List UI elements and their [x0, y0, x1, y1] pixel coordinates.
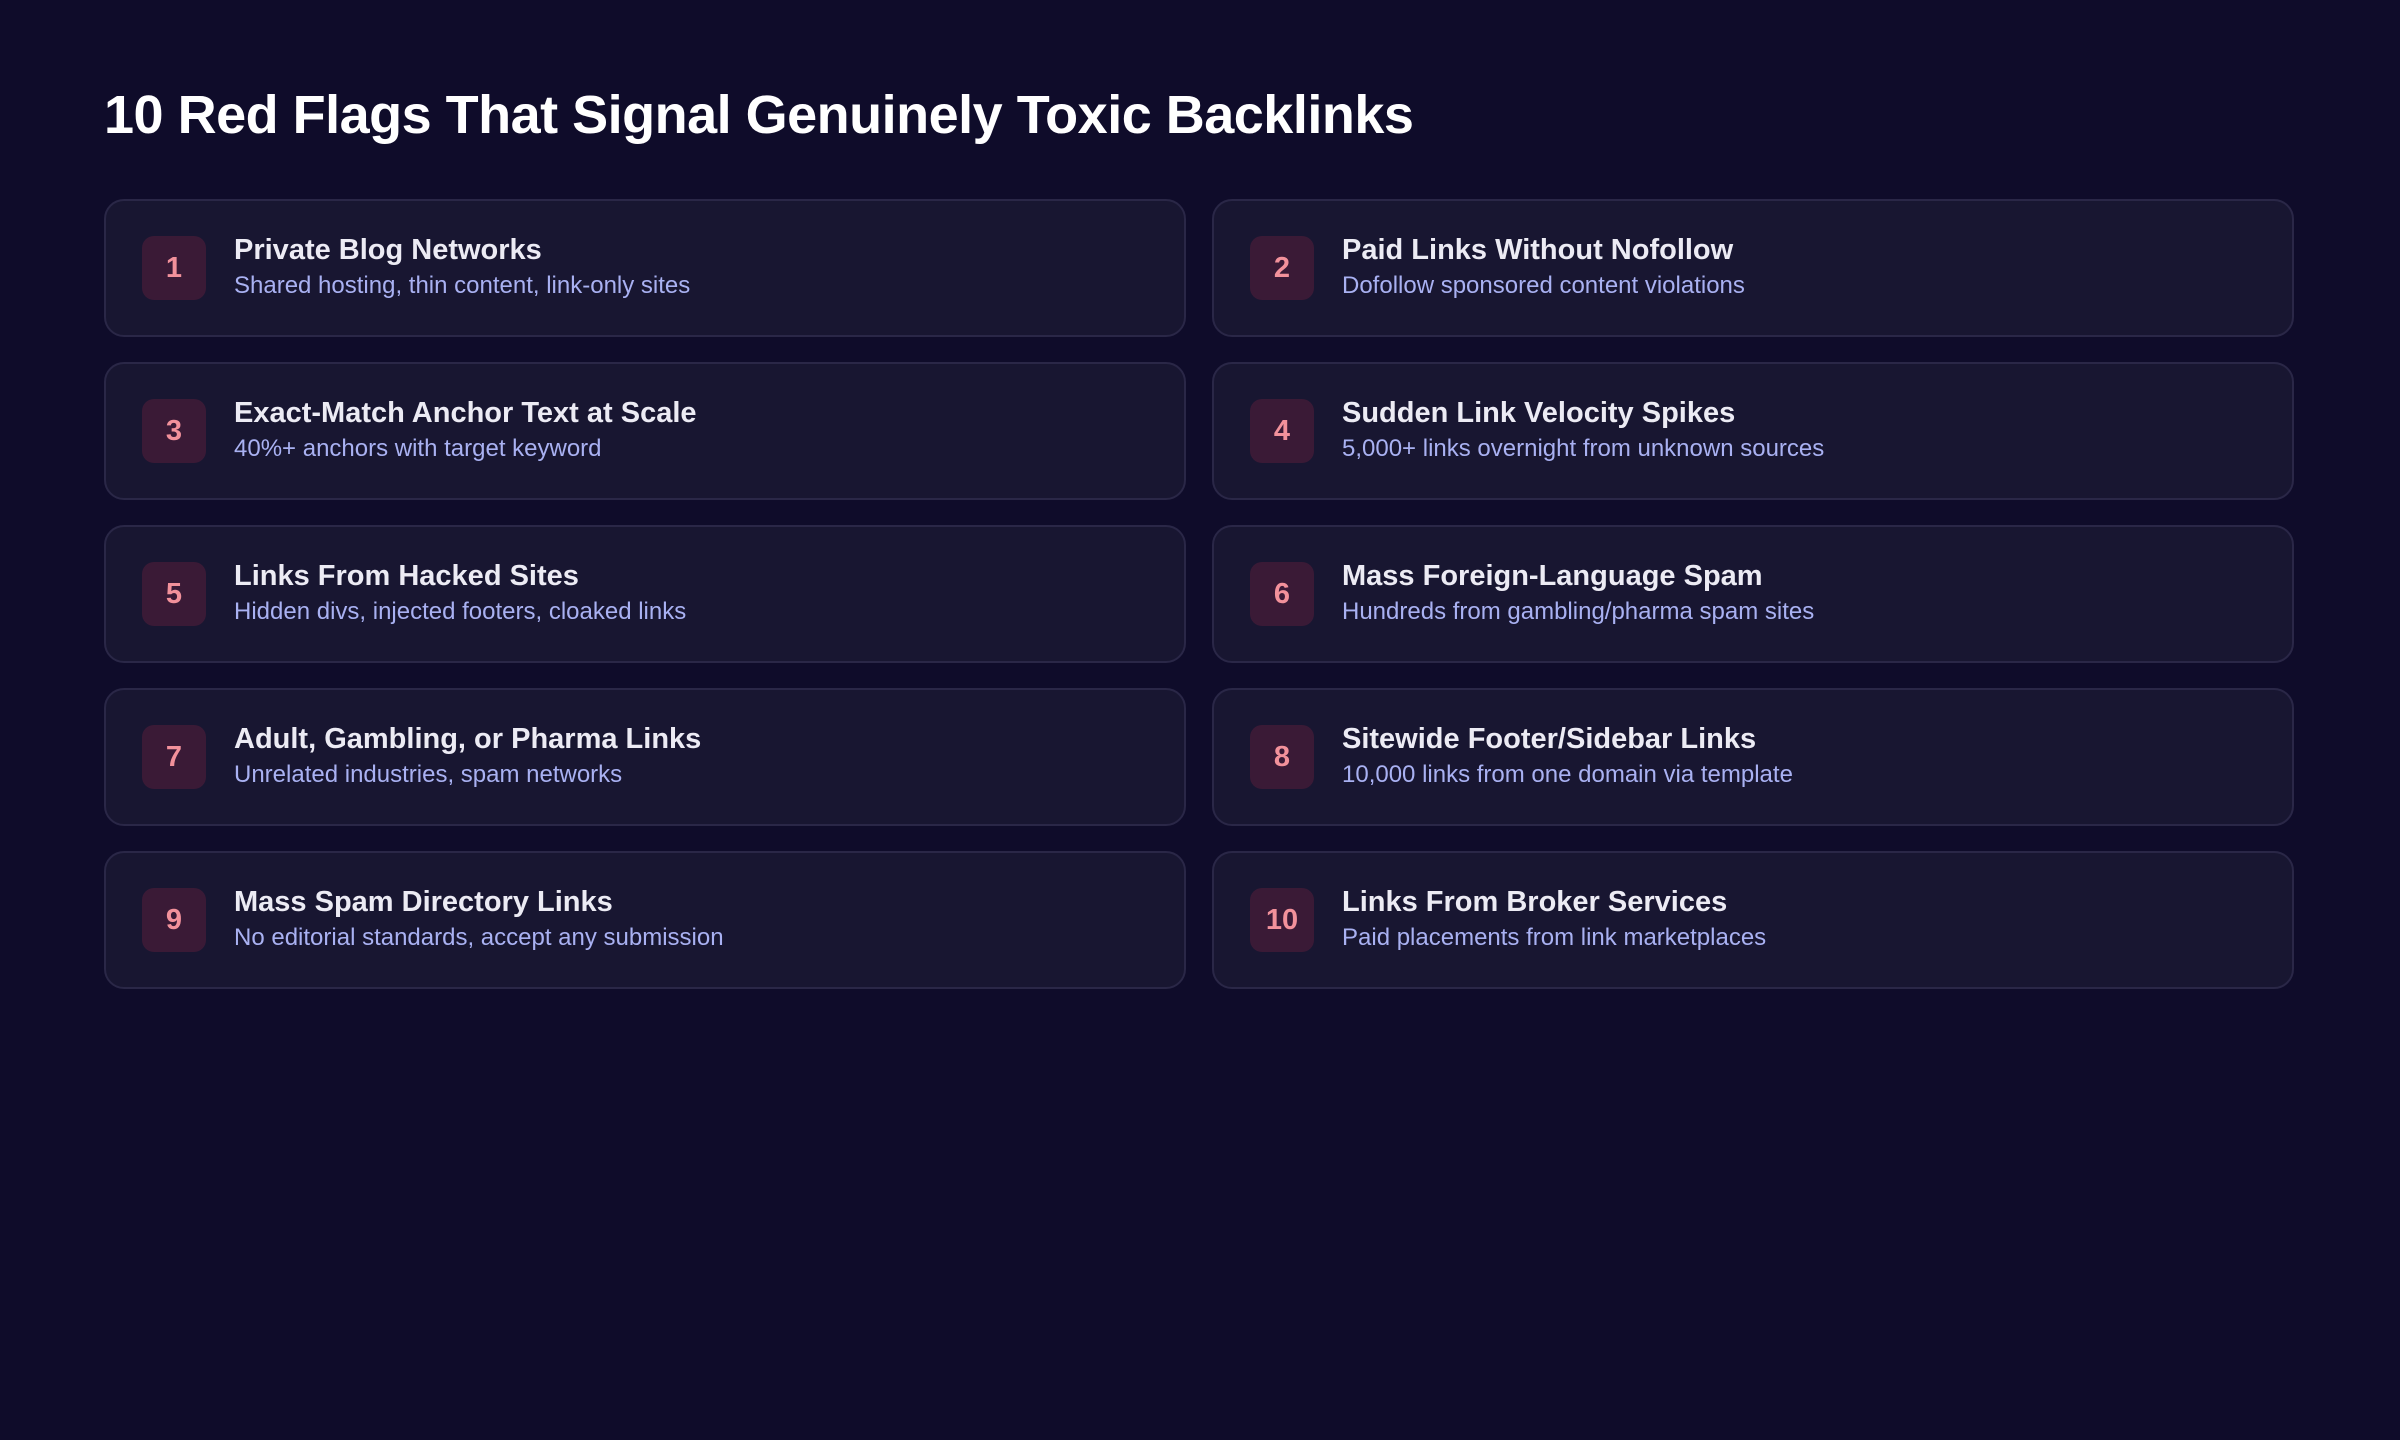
flag-card: 1 Private Blog Networks Shared hosting, th…: [104, 199, 1186, 337]
flag-number: 4: [1250, 399, 1314, 463]
flag-title: Links From Broker Services: [1342, 886, 1728, 918]
flag-description: 5,000+ links overnight from unknown sour…: [1342, 435, 1825, 462]
flag-number: 5: [142, 562, 206, 626]
flag-card: 9 Mass Spam Directory Links No editorial s…: [104, 851, 1186, 989]
flag-number: 8: [1250, 725, 1314, 789]
flag-number: 6: [1250, 562, 1314, 626]
flag-text: Sitewide Footer/Sidebar Links 10,000 link…: [1342, 721, 1793, 793]
flag-number: 10: [1250, 888, 1314, 952]
flag-title: Mass Spam Directory Links: [234, 886, 613, 918]
flag-card: 8 Sitewide Footer/Sidebar Links 10,000 lin…: [1212, 688, 2294, 826]
flag-card: 3 Exact-Match Anchor Text at Scale 40%+ an…: [104, 362, 1186, 500]
flag-title: Mass Foreign-Language Spam: [1342, 560, 1763, 592]
flag-text: Adult, Gambling, or Pharma Links Unrelate…: [234, 721, 701, 793]
flag-title: Paid Links Without Nofollow: [1342, 234, 1734, 266]
flag-text: Links From Hacked Sites Hidden divs, inje…: [234, 558, 686, 630]
flag-number: 7: [142, 725, 206, 789]
flag-title: Private Blog Networks: [234, 234, 542, 266]
flag-number: 9: [142, 888, 206, 952]
flag-description: 40%+ anchors with target keyword: [234, 435, 602, 462]
page-title: 10 Red Flags That Signal Genuinely Toxic…: [104, 85, 1414, 145]
flag-description: No editorial standards, accept any submi…: [234, 924, 724, 951]
flag-text: Paid Links Without Nofollow Dofollow spon…: [1342, 232, 1745, 304]
flag-text: Mass Foreign-Language Spam Hundreds from …: [1342, 558, 1814, 630]
flag-title: Sitewide Footer/Sidebar Links: [1342, 723, 1757, 755]
flag-text: Mass Spam Directory Links No editorial st…: [234, 884, 724, 956]
flag-description: Hidden divs, injected footers, cloaked l…: [234, 598, 687, 625]
flag-description: Paid placements from link marketplaces: [1342, 924, 1767, 951]
flag-text: Links From Broker Services Paid placement…: [1342, 884, 1766, 956]
flag-description: Shared hosting, thin content, link-only …: [234, 272, 691, 299]
flag-description: 10,000 links from one domain via templat…: [1342, 761, 1793, 788]
flag-description: Dofollow sponsored content violations: [1342, 272, 1745, 299]
flag-number: 1: [142, 236, 206, 300]
flag-card: 10 Links From Broker Services Paid placeme…: [1212, 851, 2294, 989]
flag-card: 4 Sudden Link Velocity Spikes 5,000+ links…: [1212, 362, 2294, 500]
flag-text: Private Blog Networks Shared hosting, thi…: [234, 232, 690, 304]
flag-number: 3: [142, 399, 206, 463]
flag-number: 2: [1250, 236, 1314, 300]
flag-card: 7 Adult, Gambling, or Pharma Links Unrelat…: [104, 688, 1186, 826]
flag-description: Unrelated industries, spam networks: [234, 761, 623, 788]
flag-card: 2 Paid Links Without Nofollow Dofollow spo…: [1212, 199, 2294, 337]
flag-card: 5 Links From Hacked Sites Hidden divs, inj…: [104, 525, 1186, 663]
flag-card: 6 Mass Foreign-Language Spam Hundreds from…: [1212, 525, 2294, 663]
flag-title: Adult, Gambling, or Pharma Links: [234, 723, 702, 755]
flag-description: Hundreds from gambling/pharma spam sites: [1342, 598, 1815, 625]
flag-title: Sudden Link Velocity Spikes: [1342, 397, 1736, 429]
card-grid: 1 Private Blog Networks Shared hosting, th…: [104, 199, 2294, 989]
flag-title: Links From Hacked Sites: [234, 560, 579, 592]
flag-text: Sudden Link Velocity Spikes 5,000+ links …: [1342, 395, 1824, 467]
flag-title: Exact-Match Anchor Text at Scale: [234, 397, 697, 429]
flag-text: Exact-Match Anchor Text at Scale 40%+ anc…: [234, 395, 697, 467]
